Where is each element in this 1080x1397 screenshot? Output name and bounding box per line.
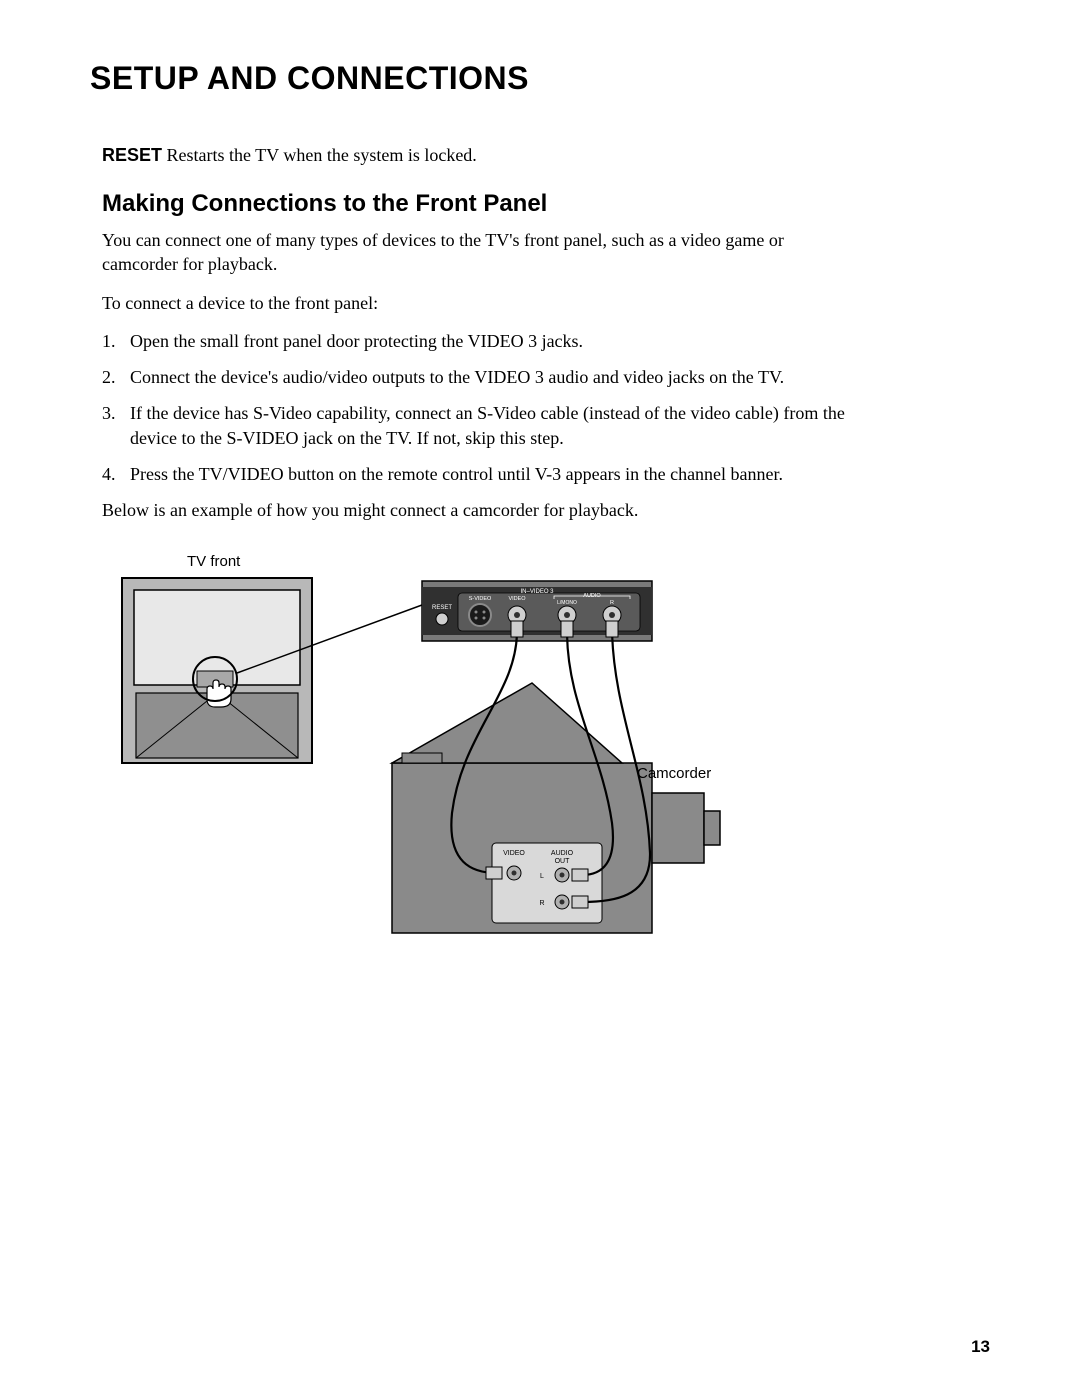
lmono-label: L/MONO [557,600,577,606]
step-number: 1. [102,329,130,353]
camcorder-label: Camcorder [637,765,711,782]
step-item: 3. If the device has S-Video capability,… [102,401,862,450]
diagram-svg: RESET S-VIDEO IN–VIDEO 3 VIDEO AUDIO L/M… [102,553,742,983]
cam-video-label: VIDEO [503,850,525,857]
page-number: 13 [971,1337,990,1357]
cam-r-label: R [539,900,544,907]
reset-line: RESET Restarts the TV when the system is… [102,145,990,166]
step-number: 2. [102,365,130,389]
cam-l-label: L [540,873,544,880]
step-text: Open the small front panel door protecti… [130,329,862,353]
step-item: 2. Connect the device's audio/video outp… [102,365,862,389]
step-item: 4. Press the TV/VIDEO button on the remo… [102,462,862,486]
cam-out-label: OUT [555,858,571,865]
step-number: 3. [102,401,130,450]
page-title: SETUP AND CONNECTIONS [90,60,990,97]
intro-para-1: You can connect one of many types of dev… [102,228,862,277]
r-label: R [610,600,614,606]
camcorder-icon: VIDEO AUDIO OUT L R [392,683,720,933]
step-text: Connect the device's audio/video outputs… [130,365,862,389]
intro-para-2: To connect a device to the front panel: [102,291,862,315]
outro-para: Below is an example of how you might con… [102,498,862,522]
svideo-label: S-VIDEO [469,596,492,602]
section-heading: Making Connections to the Front Panel [102,190,990,218]
cam-audio-label: AUDIO [551,850,574,857]
step-number: 4. [102,462,130,486]
video-jack-label: VIDEO [508,596,526,602]
reset-jack-label: RESET [432,605,452,611]
connection-diagram: TV front [102,553,990,983]
step-text: If the device has S-Video capability, co… [130,401,862,450]
tv-front-label: TV front [187,553,240,570]
reset-label: RESET [102,145,162,165]
tv-icon [122,578,312,763]
step-text: Press the TV/VIDEO button on the remote … [130,462,862,486]
reset-desc: Restarts the TV when the system is locke… [167,145,477,165]
steps-list: 1. Open the small front panel door prote… [102,329,862,486]
in-video3-label: IN–VIDEO 3 [520,589,554,595]
step-item: 1. Open the small front panel door prote… [102,329,862,353]
